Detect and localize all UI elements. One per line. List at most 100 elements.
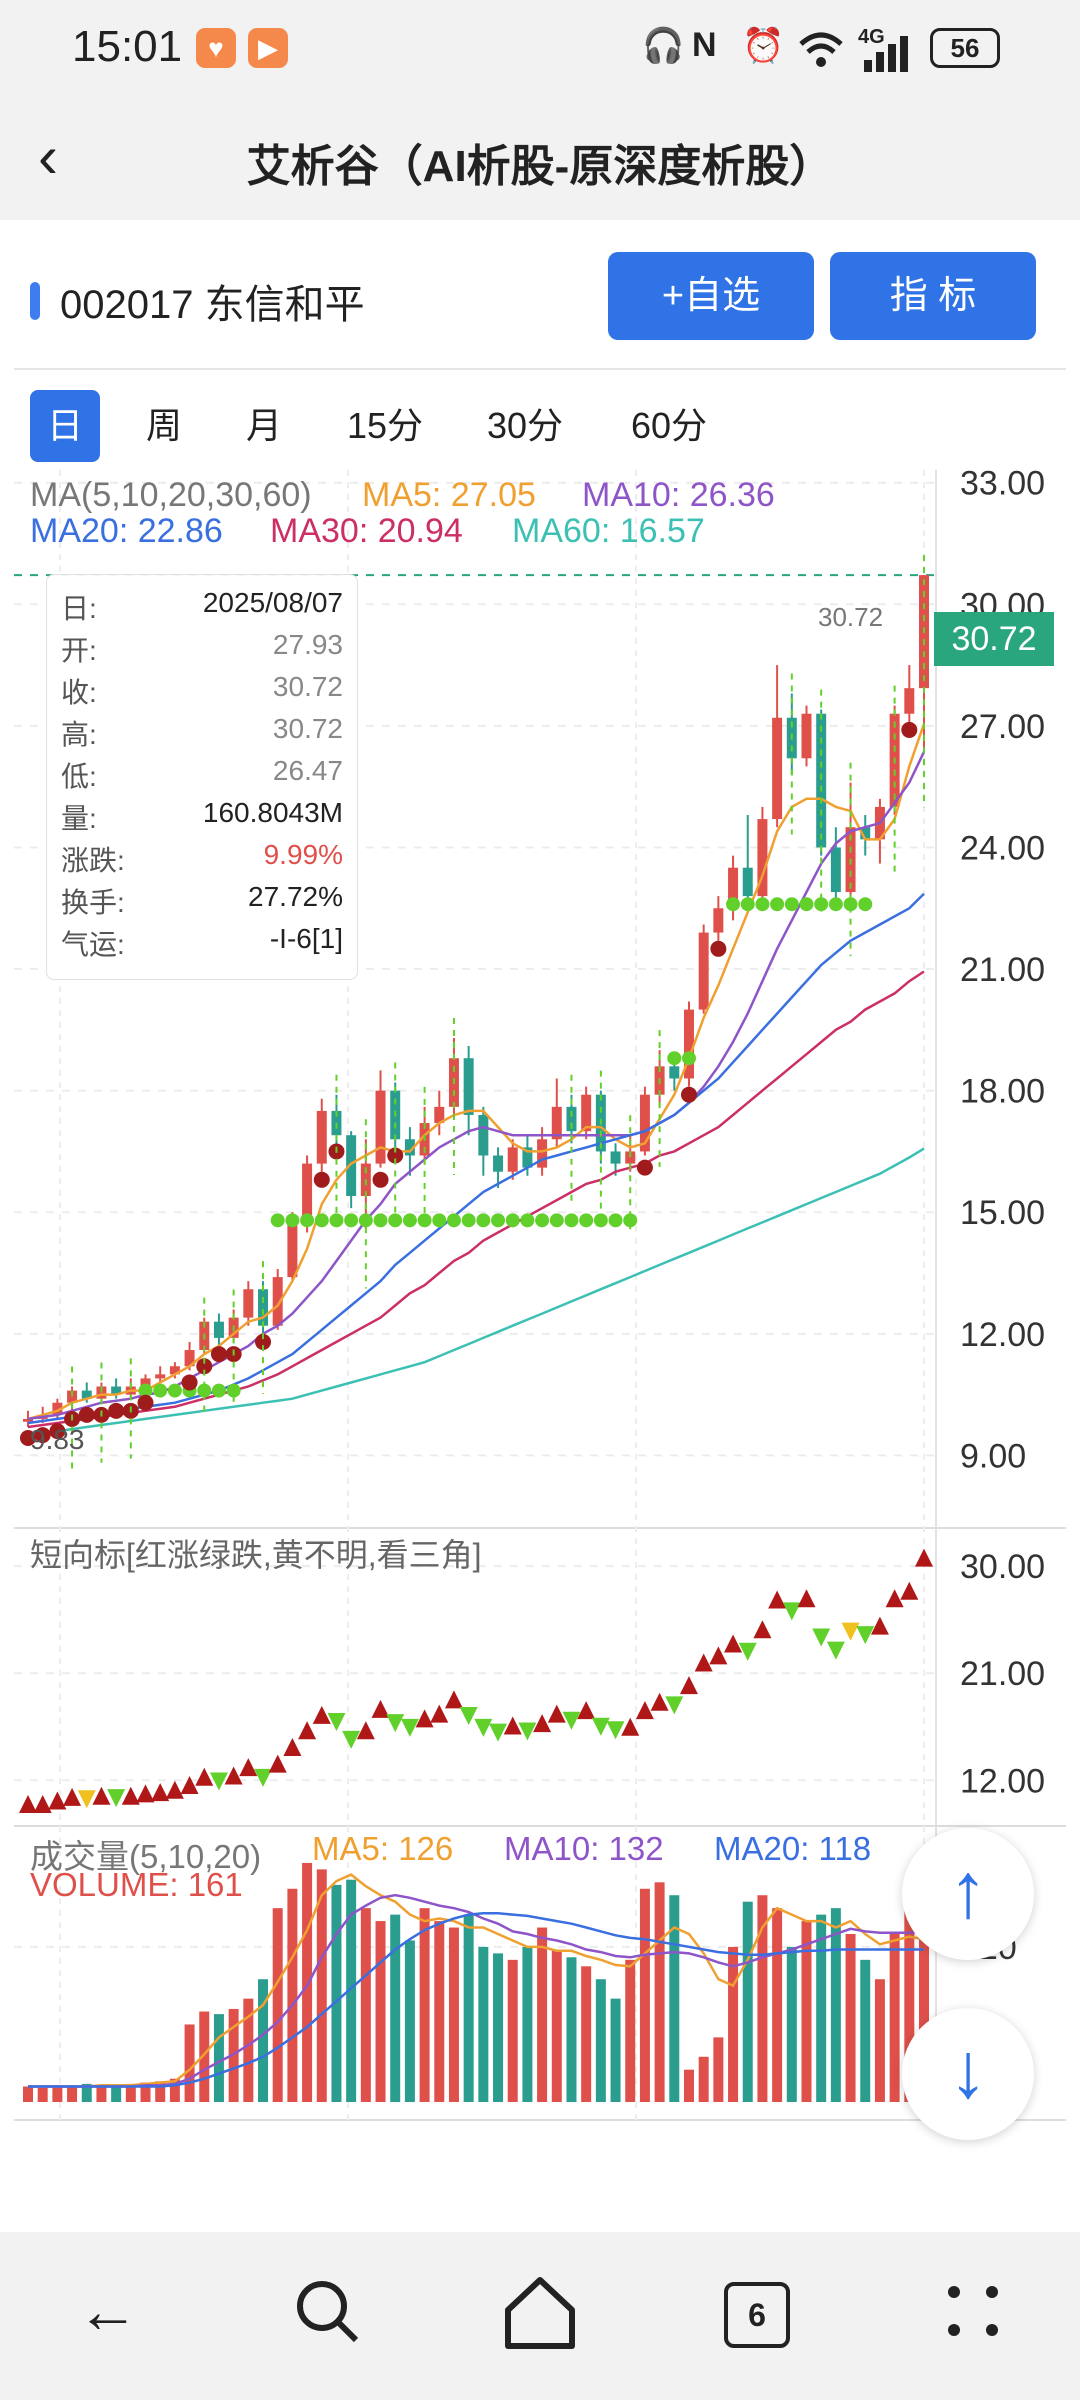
volume-bar bbox=[507, 1959, 518, 2102]
short-direction-triangle bbox=[577, 1701, 596, 1720]
short-direction-triangle bbox=[768, 1590, 787, 1609]
tab-day[interactable]: 日 bbox=[30, 390, 100, 462]
candle-body bbox=[169, 1366, 180, 1375]
candle-body bbox=[713, 908, 724, 933]
volume-bar bbox=[316, 1869, 327, 2102]
tab-30min[interactable]: 30分 bbox=[486, 405, 564, 446]
volume-bar bbox=[537, 1927, 548, 2102]
candle-body bbox=[52, 1402, 63, 1415]
pressure-dot bbox=[20, 1429, 36, 1446]
short-direction-triangle bbox=[503, 1716, 522, 1735]
candle-body bbox=[67, 1390, 78, 1403]
add-watchlist-button[interactable]: +自选 bbox=[608, 252, 814, 340]
pressure-dot bbox=[210, 1346, 227, 1363]
volume-bar bbox=[404, 1940, 415, 2102]
short-direction-triangle bbox=[136, 1784, 155, 1803]
short-tick-label: 12.00 bbox=[960, 1762, 1045, 1800]
volume-bar bbox=[639, 1888, 650, 2102]
scroll-down-button[interactable]: ↓ bbox=[902, 2008, 1034, 2140]
tab-week[interactable]: 周 bbox=[145, 405, 182, 446]
volume-ma-lines bbox=[28, 1873, 925, 2088]
volume-ma-line-ma20 bbox=[28, 1912, 924, 2088]
short-direction-triangle bbox=[885, 1589, 904, 1608]
short-direction-triangle bbox=[430, 1704, 449, 1723]
short-direction-triangle bbox=[797, 1589, 816, 1608]
short-direction-triangle bbox=[606, 1721, 625, 1740]
tab-60min[interactable]: 60分 bbox=[630, 405, 708, 446]
volume-bar bbox=[713, 2037, 724, 2102]
support-dot bbox=[491, 1213, 506, 1228]
candle-body bbox=[728, 867, 739, 909]
short-direction-triangle bbox=[621, 1717, 640, 1736]
status-bar: 15:01 ♥ ▶ 🎧 N ⏰ 4G 56 bbox=[0, 0, 1080, 100]
chevron-left-icon[interactable]: ‹ bbox=[38, 123, 58, 190]
volume-bar bbox=[155, 2081, 166, 2102]
volume-bar bbox=[845, 1934, 856, 2102]
support-dot bbox=[329, 1213, 344, 1228]
indicator-button[interactable]: 指 标 bbox=[830, 252, 1036, 340]
short-direction-triangle bbox=[870, 1616, 889, 1635]
more-icon[interactable] bbox=[940, 2278, 1010, 2348]
low-marker-label: 9.83 bbox=[30, 1424, 85, 1455]
search-icon[interactable] bbox=[288, 2272, 368, 2352]
home-icon[interactable] bbox=[498, 2270, 582, 2354]
support-dot bbox=[505, 1213, 520, 1228]
bottom-nav-bar: ← 6 bbox=[0, 2232, 1080, 2400]
headphones-icon: 🎧 bbox=[642, 27, 685, 65]
volume-bar bbox=[772, 1908, 783, 2102]
short-direction-triangle bbox=[547, 1704, 566, 1723]
tab-month[interactable]: 月 bbox=[245, 405, 282, 446]
info-row-open: 开: 27.93 bbox=[61, 629, 343, 666]
info-row-close: 收: 30.72 bbox=[61, 671, 343, 708]
support-dot bbox=[755, 897, 770, 912]
short-direction-triangle bbox=[63, 1787, 82, 1806]
support-dot bbox=[535, 1213, 550, 1228]
volume-bar bbox=[860, 1959, 871, 2102]
pressure-dot bbox=[78, 1406, 95, 1423]
support-dot bbox=[726, 897, 741, 912]
volume-bar bbox=[111, 2085, 122, 2102]
scroll-up-button[interactable]: ↑ bbox=[902, 1828, 1034, 1960]
short-direction-triangle bbox=[268, 1754, 287, 1773]
short-direction-triangle bbox=[459, 1707, 478, 1726]
volume-legend-title: 成交量(5,10,20) bbox=[30, 1838, 262, 1875]
support-dot bbox=[402, 1213, 417, 1228]
short-direction-triangle bbox=[180, 1776, 199, 1795]
ma20-legend: MA20: 22.86 bbox=[30, 512, 223, 550]
support-dot bbox=[314, 1213, 329, 1228]
axis-labels: 9.00 12.00 15.00 18.00 21.00 24.00 27.00 30.00 3… bbox=[960, 470, 1045, 1967]
volume-bar bbox=[272, 1908, 283, 2102]
support-dot bbox=[608, 1213, 623, 1228]
candle-body bbox=[375, 1090, 386, 1164]
short-direction-triangle bbox=[533, 1714, 552, 1733]
volume-bar bbox=[742, 1901, 753, 2102]
volume-bars bbox=[23, 1862, 929, 2102]
short-direction-triangle bbox=[782, 1602, 801, 1621]
volume-bar bbox=[258, 1979, 269, 2102]
network-type: 4G bbox=[858, 26, 885, 48]
short-direction-triangle bbox=[650, 1692, 669, 1711]
support-dot bbox=[667, 1051, 682, 1066]
kline-chart[interactable]: 9.00 12.00 15.00 18.00 21.00 24.00 27.00 30.00 3… bbox=[0, 470, 1080, 2140]
candle-body bbox=[772, 717, 783, 820]
tabs-icon[interactable]: 6 bbox=[724, 2282, 790, 2348]
alarm-icon: ⏰ bbox=[742, 27, 785, 65]
support-dot bbox=[344, 1213, 359, 1228]
volume-bar bbox=[169, 2078, 180, 2102]
volume-bar bbox=[37, 2087, 48, 2102]
wifi-icon bbox=[799, 32, 843, 67]
support-dot bbox=[799, 897, 814, 912]
support-dot bbox=[564, 1213, 579, 1228]
candle-body bbox=[610, 1151, 621, 1164]
candle-body bbox=[272, 1277, 283, 1326]
short-direction-triangle bbox=[518, 1722, 537, 1741]
pressure-dot bbox=[636, 1159, 653, 1176]
volume-bar bbox=[213, 2014, 224, 2102]
price-tick-label: 12.00 bbox=[960, 1316, 1045, 1354]
volume-bar bbox=[816, 1914, 827, 2102]
volume-bar bbox=[801, 1921, 812, 2102]
back-arrow-icon[interactable]: ← bbox=[77, 2277, 139, 2346]
price-tick-label: 27.00 bbox=[960, 708, 1045, 746]
tab-15min[interactable]: 15分 bbox=[346, 405, 424, 446]
candle-body bbox=[860, 827, 871, 840]
